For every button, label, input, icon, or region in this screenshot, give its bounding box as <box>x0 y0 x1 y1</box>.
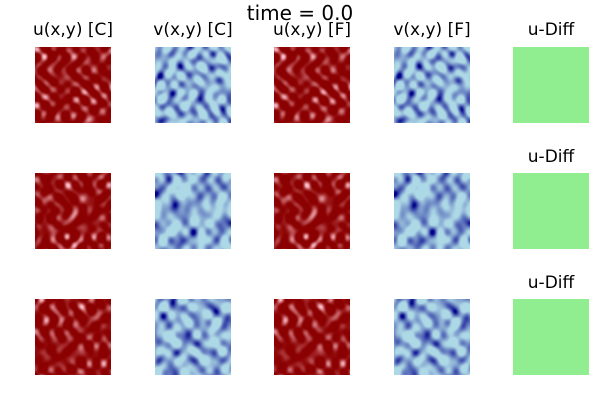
heatmap-v-c-row3 <box>155 299 231 375</box>
heatmap-u-c-row1 <box>35 47 111 123</box>
panel-title-u-diff-row3: u-Diff <box>527 273 575 293</box>
heatmap-v-c-row1 <box>155 47 231 123</box>
heatmap-u-f-row1 <box>274 47 350 123</box>
panel-title-u-diff-row2: u-Diff <box>527 147 575 167</box>
figure-title: time = 0.0 <box>246 1 354 25</box>
heatmap-v-f-row3 <box>394 299 470 375</box>
heatmap-u-diff-row1 <box>513 47 589 123</box>
heatmap-u-f-row3 <box>274 299 350 375</box>
panel-title-v-f: v(x,y) [F] <box>393 20 471 40</box>
panel-title-u-f: u(x,y) [F] <box>272 20 351 40</box>
heatmap-u-f-row2 <box>274 173 350 249</box>
heatmap-u-diff-row3 <box>513 299 589 375</box>
heatmap-u-c-row3 <box>35 299 111 375</box>
heatmap-u-diff-row2 <box>513 173 589 249</box>
heatmap-u-c-row2 <box>35 173 111 249</box>
panel-title-v-c: v(x,y) [C] <box>153 20 233 40</box>
heatmap-v-c-row2 <box>155 173 231 249</box>
panel-title-u-c: u(x,y) [C] <box>32 20 114 40</box>
heatmap-v-f-row1 <box>394 47 470 123</box>
heatmap-v-f-row2 <box>394 173 470 249</box>
panel-title-u-diff: u-Diff <box>527 20 575 40</box>
